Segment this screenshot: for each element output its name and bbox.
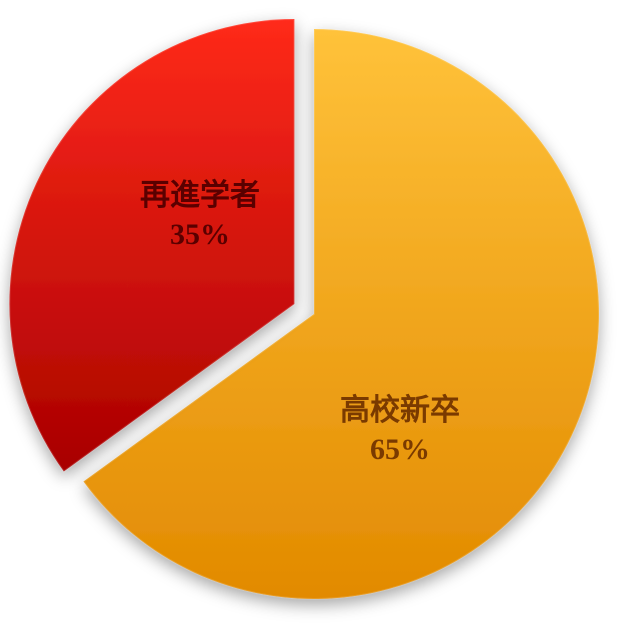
pie-chart: 高校新卒 65% 再進学者 35% <box>0 0 628 628</box>
